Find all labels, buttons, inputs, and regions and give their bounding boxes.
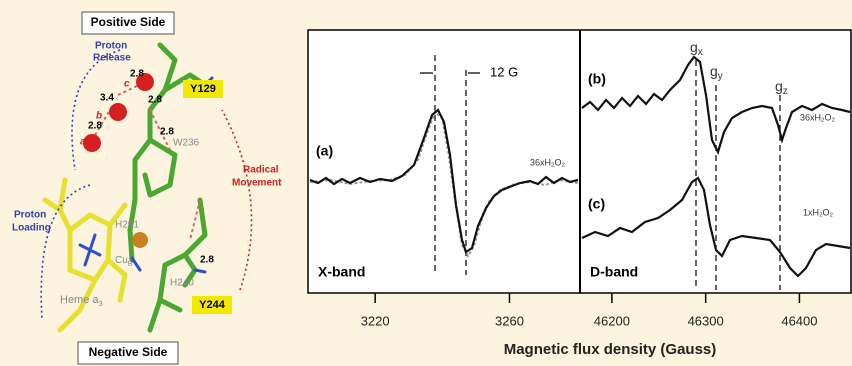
radical-label: Movement (232, 178, 282, 189)
cub-label-sub: B (128, 261, 133, 268)
release-label: Proton (95, 41, 127, 52)
x-tick-label: 3220 (361, 313, 390, 328)
heme-label-main: Heme a (60, 294, 99, 306)
cub-label-main: Cu (115, 255, 128, 266)
w236-label: W236 (173, 138, 200, 149)
h291-label: H291 (115, 220, 139, 231)
loading-label: Loading (12, 223, 51, 234)
span-label: 12 G (490, 64, 518, 79)
distance-label: 2.8 (88, 121, 102, 132)
water-label: c (124, 79, 130, 90)
y129-label: Y129 (190, 83, 216, 95)
distance-label: 2.8 (130, 69, 144, 80)
radical-label: Radical (243, 165, 279, 176)
release-label: Release (93, 53, 131, 64)
g-label-sub: x (698, 47, 703, 58)
positive-label: Positive Side (91, 15, 166, 29)
g-label-main: g (775, 78, 783, 94)
y244-label: Y244 (199, 299, 226, 311)
negative-label: Negative Side (89, 345, 168, 359)
conc-label: 1xH₂O₂ (803, 207, 833, 217)
h240-label: H240 (170, 278, 194, 289)
water-a (83, 134, 101, 152)
x-tick-label: 46300 (688, 313, 724, 328)
distance-label: 2.8 (160, 127, 174, 138)
distance-label: 2.8 (200, 255, 214, 266)
trace-label: (c) (588, 196, 605, 212)
x-axis-label: Magnetic flux density (Gauss) (504, 341, 717, 358)
trace-label: (a) (316, 143, 333, 159)
figure: Positive Side Negative Side ProtonReleas… (0, 0, 852, 366)
x-tick-label: 3260 (495, 313, 524, 328)
trace-label: (b) (588, 71, 606, 87)
conc-label: 36xH₂O₂ (800, 112, 836, 122)
distance-label: 2.8 (148, 95, 162, 106)
distance-label: 3.4 (100, 93, 114, 104)
band-label: X-band (318, 264, 365, 280)
water-b (109, 103, 127, 121)
g-label-sub: y (718, 71, 723, 82)
loading-label: Proton (14, 210, 46, 221)
cub-atom (132, 232, 148, 248)
heme-label-sub: 3 (99, 299, 103, 308)
g-label-sub: z (783, 86, 788, 97)
spectra-panel (308, 30, 851, 293)
conc-label: 36xH₂O₂ (530, 157, 566, 167)
g-label-main: g (710, 63, 718, 79)
x-tick-label: 46200 (594, 313, 630, 328)
band-label: D-band (590, 264, 638, 280)
water-label: a (80, 137, 86, 148)
g-label-main: g (690, 39, 698, 55)
x-tick-label: 46400 (781, 313, 817, 328)
